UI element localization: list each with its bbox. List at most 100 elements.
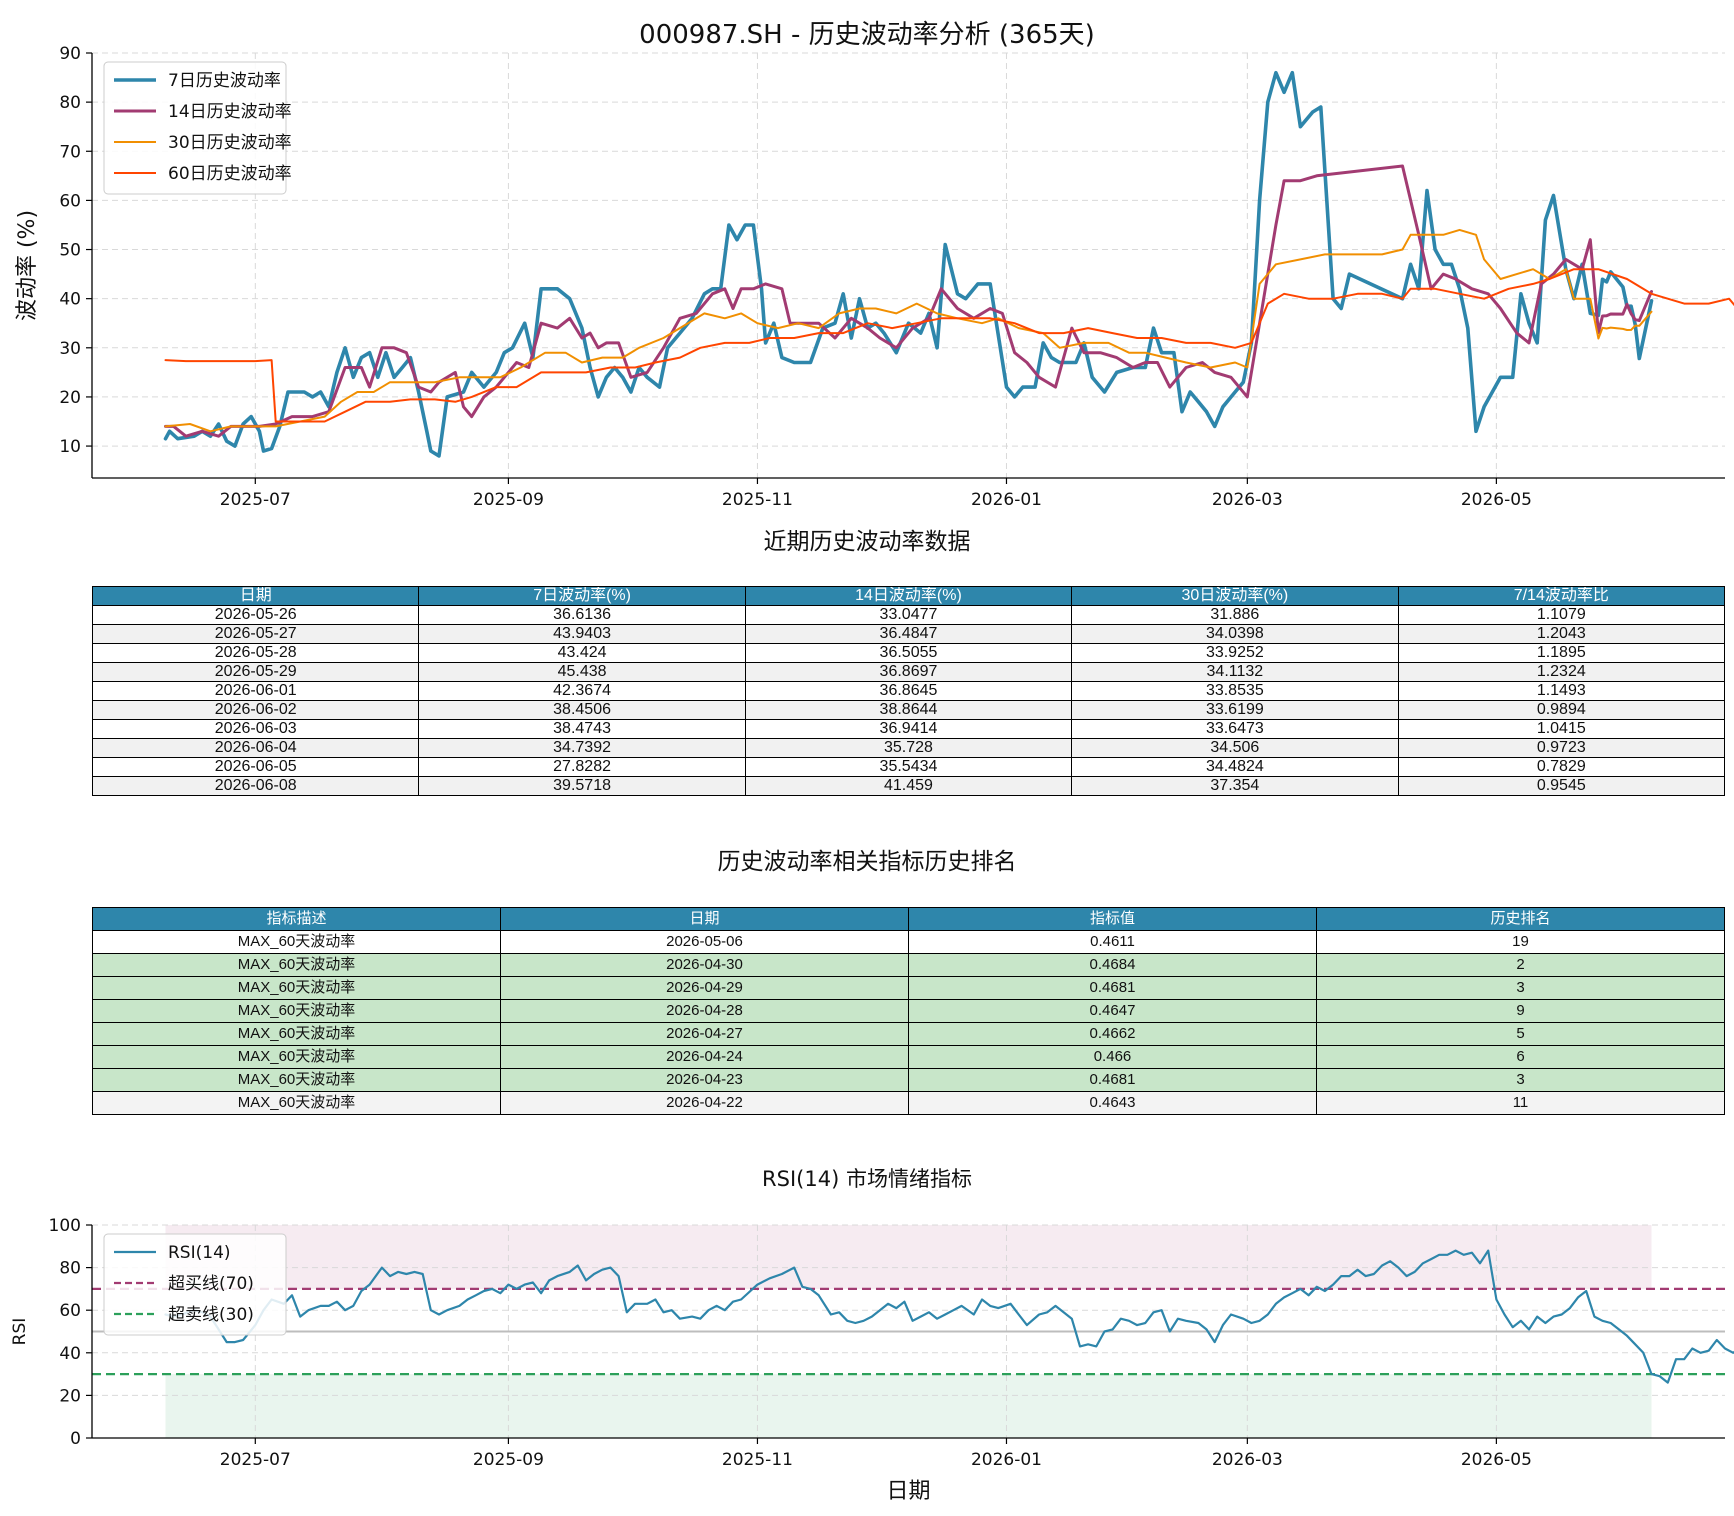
table-cell: 35.5434 bbox=[744, 757, 1073, 777]
table-row: 2026-06-08 39.5718 41.459 37.354 0.9545 bbox=[91, 776, 1726, 796]
table-cell: 2026-06-01 bbox=[91, 681, 420, 701]
rsi-title: RSI(14) 市场情绪指标 bbox=[762, 1167, 972, 1191]
table-cell: 38.8644 bbox=[744, 700, 1073, 720]
table-cell: 2026-04-30 bbox=[500, 953, 909, 977]
x-tick-label: 2026-01 bbox=[971, 1450, 1042, 1470]
table-cell: MAX_60天波动率 bbox=[92, 1022, 501, 1046]
table-cell: 0.4681 bbox=[908, 1068, 1317, 1092]
table-row: MAX_60天波动率 2026-04-23 0.4681 3 bbox=[92, 1068, 1725, 1092]
table-cell: MAX_60天波动率 bbox=[92, 1045, 501, 1069]
y-tick-label: 40 bbox=[59, 1344, 81, 1364]
recent-data-title: 近期历史波动率数据 bbox=[763, 529, 971, 555]
table-cell: 42.3674 bbox=[418, 681, 746, 701]
table-row: MAX_60天波动率 2026-04-22 0.4643 11 bbox=[92, 1091, 1725, 1115]
table-cell: 2026-05-06 bbox=[500, 930, 909, 954]
x-tick-label: 2025-07 bbox=[220, 490, 291, 510]
table-cell: 0.4647 bbox=[908, 999, 1317, 1023]
table-row: 2026-06-04 34.7392 35.728 34.506 0.9723 bbox=[91, 738, 1726, 758]
table-row: 2026-06-05 27.8282 35.5434 34.4824 0.7829 bbox=[91, 757, 1726, 777]
table-cell: 2026-06-03 bbox=[91, 719, 420, 739]
table-cell: 34.4824 bbox=[1071, 757, 1399, 777]
recent-volatility-table: 日期 7日波动率(%) 14日波动率(%) 30日波动率(%) 7/14波动率比 202… bbox=[91, 586, 1726, 796]
table-row: MAX_60天波动率 2026-04-28 0.4647 9 bbox=[92, 999, 1725, 1023]
table-cell: 2026-04-28 bbox=[500, 999, 909, 1023]
table-cell: 36.4847 bbox=[744, 624, 1073, 644]
table-cell: 3 bbox=[1316, 1068, 1725, 1092]
table-cell: 0.4643 bbox=[908, 1091, 1317, 1115]
table-cell: 0.4681 bbox=[908, 976, 1317, 1000]
x-tick-label: 2026-05 bbox=[1461, 490, 1532, 510]
table-row: MAX_60天波动率 2026-04-29 0.4681 3 bbox=[92, 976, 1725, 1000]
column-header: 7/14波动率比 bbox=[1397, 586, 1726, 606]
y-tick-label: 60 bbox=[59, 1301, 81, 1321]
table-row: 2026-05-27 43.9403 36.4847 34.0398 1.2043 bbox=[91, 624, 1726, 644]
x-tick-label: 2026-03 bbox=[1212, 490, 1283, 510]
rsi-chart: 2025-07 2025-09 2025-11 2026-01 2026-03 2026-… bbox=[10, 1216, 1734, 1504]
y-axis-label: RSI bbox=[10, 1318, 30, 1346]
table-cell: 34.506 bbox=[1071, 738, 1399, 758]
x-tick-label: 2026-01 bbox=[971, 490, 1042, 510]
y-tick-label: 10 bbox=[59, 437, 81, 457]
y-tick-label: 80 bbox=[59, 93, 81, 113]
table-cell: 43.9403 bbox=[418, 624, 746, 644]
y-tick-label: 50 bbox=[59, 241, 81, 261]
series-line bbox=[164, 268, 1734, 423]
table-cell: 45.438 bbox=[418, 662, 746, 682]
table-row: 2026-06-03 38.4743 36.9414 33.6473 1.0415 bbox=[91, 719, 1726, 739]
x-tick-label: 2025-09 bbox=[473, 1450, 544, 1470]
table-cell: 43.424 bbox=[418, 643, 746, 663]
table-cell: 33.9252 bbox=[1071, 643, 1399, 663]
x-tick-label: 2026-03 bbox=[1212, 1450, 1283, 1470]
shaded-band bbox=[165, 1374, 1652, 1438]
table-cell: 0.4662 bbox=[908, 1022, 1317, 1046]
legend-label: 7日历史波动率 bbox=[168, 71, 281, 91]
table-cell: 33.8535 bbox=[1071, 681, 1399, 701]
table-cell: 2026-04-22 bbox=[500, 1091, 909, 1115]
table-cell: 1.0415 bbox=[1397, 719, 1726, 739]
x-tick-label: 2025-09 bbox=[473, 490, 544, 510]
table-row: 2026-06-01 42.3674 36.8645 33.8535 1.1493 bbox=[91, 681, 1726, 701]
table-cell: 5 bbox=[1316, 1022, 1725, 1046]
ranking-title: 历史波动率相关指标历史排名 bbox=[717, 849, 1017, 875]
volatility-chart: 2025-07 2025-09 2025-11 2026-01 2026-03 2026-… bbox=[15, 44, 1734, 510]
y-axis-label: 波动率 (%) bbox=[15, 210, 40, 321]
column-header: 历史排名 bbox=[1316, 907, 1725, 931]
series-line bbox=[163, 70, 1654, 458]
y-tick-label: 80 bbox=[59, 1259, 81, 1279]
table-cell: 36.5055 bbox=[744, 643, 1073, 663]
y-tick-label: 60 bbox=[59, 191, 81, 211]
table-row: MAX_60天波动率 2026-04-27 0.4662 5 bbox=[92, 1022, 1725, 1046]
x-tick-label: 2026-05 bbox=[1461, 1450, 1532, 1470]
table-cell: 2026-04-29 bbox=[500, 976, 909, 1000]
series-line bbox=[164, 164, 1653, 438]
table-cell: 2026-04-27 bbox=[500, 1022, 909, 1046]
table-cell: 2026-06-02 bbox=[91, 700, 420, 720]
legend-box bbox=[103, 1233, 287, 1336]
legend-label: 超卖线(30) bbox=[168, 1305, 254, 1325]
table-row: MAX_60天波动率 2026-04-24 0.466 6 bbox=[92, 1045, 1725, 1069]
table-cell: 0.4684 bbox=[908, 953, 1317, 977]
table-cell: 0.9545 bbox=[1397, 776, 1726, 796]
table-cell: 1.1493 bbox=[1397, 681, 1726, 701]
table-cell: 2026-04-23 bbox=[500, 1068, 909, 1092]
column-header: 7日波动率(%) bbox=[418, 586, 746, 606]
table-cell: 36.6136 bbox=[418, 605, 746, 625]
y-tick-label: 20 bbox=[59, 388, 81, 408]
table-row: 2026-06-02 38.4506 38.8644 33.6199 0.9894 bbox=[91, 700, 1726, 720]
column-header: 日期 bbox=[91, 586, 420, 606]
column-header: 14日波动率(%) bbox=[744, 586, 1073, 606]
table-cell: 33.6473 bbox=[1071, 719, 1399, 739]
table-cell: 0.466 bbox=[908, 1045, 1317, 1069]
shaded-band bbox=[165, 1225, 1652, 1289]
page-title: 000987.SH - 历史波动率分析 (365天) bbox=[639, 20, 1095, 50]
table-cell: MAX_60天波动率 bbox=[92, 976, 501, 1000]
table-cell: 0.4611 bbox=[908, 930, 1317, 954]
table-header-row: 指标描述 日期 指标值 历史排名 bbox=[92, 907, 1725, 931]
table-row: 2026-05-28 43.424 36.5055 33.9252 1.1895 bbox=[91, 643, 1726, 663]
table-cell: 2026-05-28 bbox=[91, 643, 420, 663]
table-cell: 2026-06-04 bbox=[91, 738, 420, 758]
y-tick-label: 0 bbox=[70, 1429, 81, 1449]
ranking-table: 指标描述 日期 指标值 历史排名 MAX_60天波动率 2026-05-06 0.4611… bbox=[92, 907, 1725, 1115]
x-tick-label: 2025-11 bbox=[722, 1450, 793, 1470]
x-axis-label: 日期 bbox=[886, 1479, 930, 1504]
